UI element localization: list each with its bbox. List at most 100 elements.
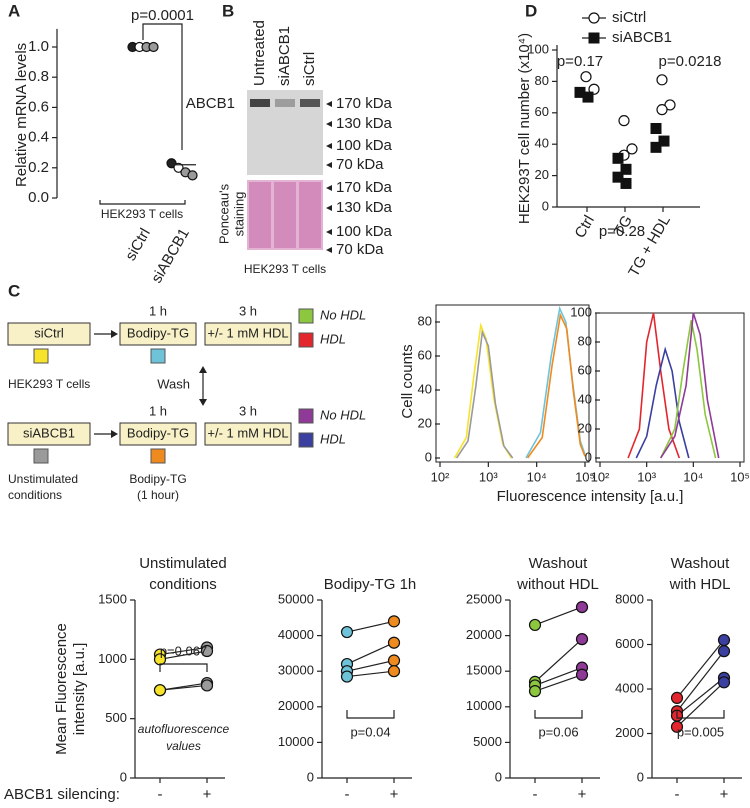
marker-arrow xyxy=(326,121,332,127)
y-axis-label: intensity [a.u.] xyxy=(71,643,88,736)
panel-letter: A xyxy=(8,1,20,20)
p-value: p=0.04 xyxy=(350,724,390,739)
y-tick-label: 0 xyxy=(542,198,549,213)
p-value: p=0.17 xyxy=(557,53,603,70)
ponceau-lane xyxy=(249,182,271,248)
panel-title: with HDL xyxy=(669,576,731,593)
y-tick-label: 60 xyxy=(578,362,592,377)
panel-letter: D xyxy=(525,1,537,20)
note: autofluorescence xyxy=(138,722,230,736)
data-point xyxy=(717,676,731,689)
outcome-label: No HDL xyxy=(320,307,366,322)
step-label: Bodipy-TG xyxy=(127,325,189,340)
sirna-label: siCtrl xyxy=(34,325,64,340)
box xyxy=(204,422,292,446)
panel-title: without HDL xyxy=(516,576,599,593)
x-tick-label: + xyxy=(720,786,729,803)
swatch xyxy=(150,448,166,464)
protein-band xyxy=(275,99,295,107)
data-point xyxy=(612,152,624,164)
bracket xyxy=(142,23,183,150)
pair-line xyxy=(534,606,583,626)
y-tick-label: 40000 xyxy=(278,627,314,642)
p-value: p=0.28 xyxy=(599,223,645,240)
y-tick-label: 80 xyxy=(578,333,592,348)
y-tick-label: 80 xyxy=(418,313,432,328)
data-point xyxy=(200,644,214,658)
pair-line xyxy=(346,620,395,633)
y-tick-label: 60 xyxy=(418,347,432,362)
y-tick-label: 0.0 xyxy=(28,189,49,206)
marker-label: 170 kDa xyxy=(336,95,393,112)
y-tick-label: 0 xyxy=(637,769,644,784)
x-tick-label: 10⁴ xyxy=(527,469,547,484)
sirna-label: siABCB1 xyxy=(23,425,75,440)
y-tick-label: 0 xyxy=(495,769,502,784)
data-point xyxy=(612,171,624,183)
time-label: 1 h xyxy=(149,303,167,318)
histogram-curve xyxy=(635,346,690,459)
y-tick-label: 0.2 xyxy=(28,159,49,176)
y-tick-label: 20000 xyxy=(278,698,314,713)
y-tick-label: 40 xyxy=(535,136,549,151)
y-tick-label: 40 xyxy=(418,381,432,396)
x-tick-label: + xyxy=(390,786,399,803)
marker-arrow xyxy=(326,162,332,168)
y-tick-label: 500 xyxy=(105,710,127,725)
time-label: 3 h xyxy=(239,403,257,418)
y-tick-label: 0.8 xyxy=(28,68,49,85)
x-tick-label: - xyxy=(158,786,163,803)
data-point xyxy=(200,679,214,692)
x-tick-label: - xyxy=(345,786,350,803)
legend-label: siABCB1 xyxy=(612,29,672,46)
data-point xyxy=(387,636,401,649)
swatch xyxy=(298,408,314,424)
y-tick-label: 60 xyxy=(535,104,549,119)
outcome-label: No HDL xyxy=(320,407,366,422)
bracket xyxy=(159,663,208,672)
histogram-curve xyxy=(627,312,681,459)
y-tick-label: 20 xyxy=(578,420,592,435)
data-point xyxy=(166,158,177,169)
data-point xyxy=(187,170,198,181)
data-point xyxy=(153,684,167,697)
x-tick-label: - xyxy=(675,786,680,803)
plot-frame xyxy=(435,304,590,463)
y-tick-label: 1500 xyxy=(98,591,127,606)
box xyxy=(119,422,197,446)
swatch xyxy=(150,348,166,364)
cells-label: HEK293 T cells xyxy=(8,377,90,391)
marker-arrow xyxy=(326,143,332,149)
pair-line xyxy=(676,650,725,712)
ponceau-lane xyxy=(274,182,296,248)
data-point xyxy=(650,141,662,153)
panel-title: Washout xyxy=(529,555,588,572)
data-point xyxy=(582,91,594,103)
p-value: p=0.0001 xyxy=(131,7,194,24)
y-tick-label: 10000 xyxy=(278,734,314,749)
pair-line xyxy=(346,670,395,678)
pair-line xyxy=(346,659,395,672)
plot-frame xyxy=(595,312,745,463)
y-axis-label: Cell counts xyxy=(399,344,416,418)
swatch xyxy=(33,448,49,464)
data-point xyxy=(340,670,354,683)
data-point xyxy=(528,685,542,698)
data-point xyxy=(656,104,668,116)
data-point xyxy=(387,654,401,667)
p-value: p=0.005 xyxy=(677,724,724,739)
histogram-curve xyxy=(526,312,586,459)
x-tick-label: 10² xyxy=(591,469,610,484)
histogram-curve xyxy=(525,305,586,459)
pair-line xyxy=(676,639,725,699)
marker-arrow xyxy=(326,205,332,211)
pair-line xyxy=(159,650,208,660)
lane-label: siABCB1 xyxy=(276,26,293,86)
data-point xyxy=(148,41,159,53)
stain-label: Ponceau's xyxy=(216,183,231,244)
data-point xyxy=(575,601,589,614)
outcome-label: HDL xyxy=(320,431,346,446)
y-tick-label: 15000 xyxy=(466,663,502,678)
data-point xyxy=(656,74,668,86)
data-point xyxy=(626,143,638,155)
